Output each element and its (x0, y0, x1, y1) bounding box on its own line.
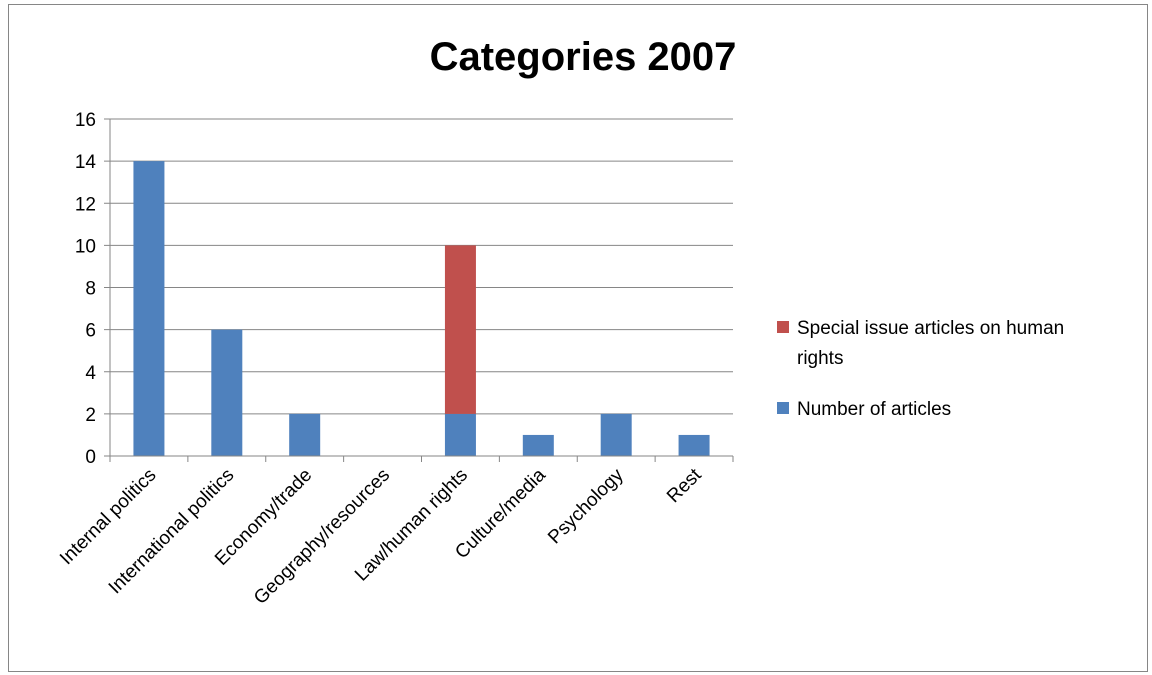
gridlines (110, 118, 733, 415)
bar (444, 413, 476, 456)
x-tick-label: Rest (663, 464, 706, 507)
legend-label: Number of articles (797, 399, 951, 420)
y-tick-label: 0 (85, 447, 96, 468)
y-tick-label: 8 (85, 279, 96, 300)
legend-label: Special issue articles on human rights (797, 318, 1064, 369)
y-tick-label: 14 (75, 152, 97, 173)
y-tick-label: 6 (85, 321, 96, 342)
chart-frame (8, 4, 1148, 672)
legend-swatch (777, 402, 789, 414)
x-tick-label: Geography/resources (250, 465, 394, 609)
bar (211, 329, 243, 456)
bar (522, 434, 554, 456)
y-tick-label: 12 (75, 194, 96, 215)
y-tick-label: 10 (75, 236, 96, 257)
bar (133, 161, 165, 456)
y-tick-label: 16 (75, 110, 96, 131)
legend: Special issue articles on human rights Num… (777, 318, 1064, 420)
bar (289, 413, 321, 456)
chart-title: Categories 2007 (430, 35, 737, 79)
bar (678, 434, 710, 456)
bar (444, 245, 476, 414)
y-tick-label: 2 (85, 405, 96, 426)
y-tick-label: 4 (85, 363, 96, 384)
bars (133, 161, 710, 456)
x-tick-label: Psychology (544, 464, 628, 548)
legend-swatch (777, 321, 789, 333)
bar (600, 413, 632, 456)
